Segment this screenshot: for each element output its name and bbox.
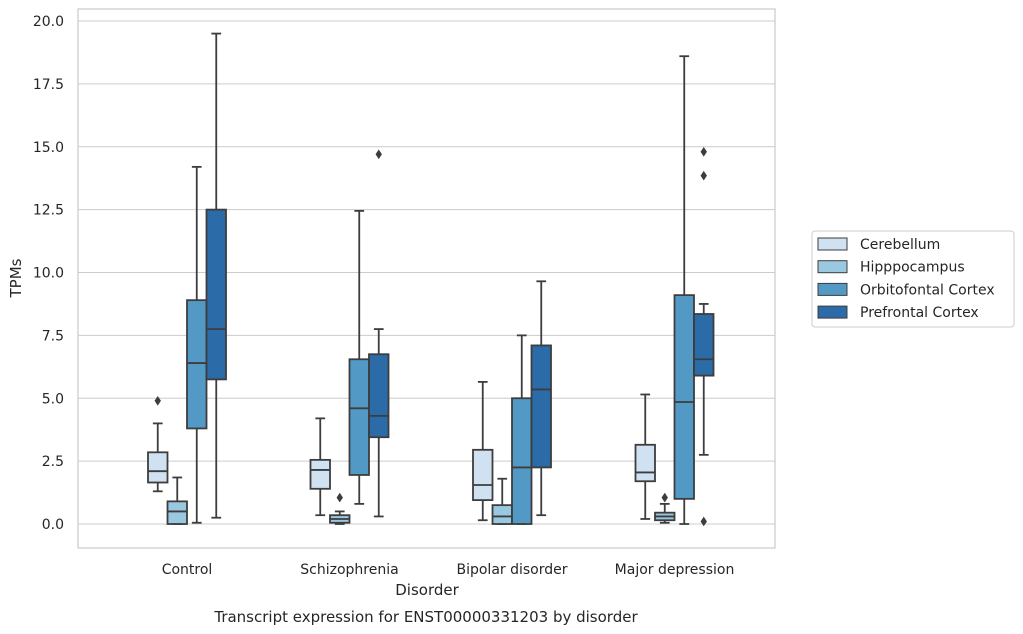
box-body xyxy=(673,294,695,500)
x-tick-label: Major depression xyxy=(615,562,735,578)
plot-marks xyxy=(147,32,715,527)
box-body xyxy=(186,299,208,430)
legend-swatch xyxy=(817,237,848,251)
x-tick-label: Schizophrenia xyxy=(300,562,398,578)
y-tick-label: 17.5 xyxy=(33,77,64,93)
outlier-point xyxy=(661,492,668,503)
box-body xyxy=(368,353,390,439)
box-body xyxy=(530,344,552,469)
box-orbitofontal-cortex xyxy=(673,55,695,525)
box-prefrontal-cortex xyxy=(530,280,552,517)
box-body xyxy=(472,448,494,502)
x-tick-label: Bipolar disorder xyxy=(456,562,567,578)
legend-label: Prefrontal Cortex xyxy=(860,305,979,321)
box-body xyxy=(309,458,331,490)
y-tick-label: 12.5 xyxy=(33,203,64,219)
box-body xyxy=(348,358,370,476)
y-tick-label: 10.0 xyxy=(33,266,64,282)
y-tick-label: 5.0 xyxy=(42,391,64,407)
box-cerebellum xyxy=(472,381,494,522)
outlier-point xyxy=(700,516,707,527)
legend-label: Orbitofontal Cortex xyxy=(860,282,995,298)
box-body xyxy=(147,451,169,484)
box-prefrontal-cortex xyxy=(205,32,227,519)
x-axis-title: Disorder xyxy=(395,581,459,599)
legend-label: Cerebellum xyxy=(860,237,940,253)
box-cerebellum xyxy=(634,393,656,520)
box-body xyxy=(693,313,715,377)
box-hipppocampus xyxy=(654,492,676,524)
y-axis-title: TPMs xyxy=(7,258,25,298)
box-body xyxy=(491,504,513,525)
outlier-point xyxy=(154,395,161,406)
box-prefrontal-cortex xyxy=(693,146,715,527)
x-axis-ticks: Control Schizophrenia Bipolar disorder Majo… xyxy=(162,562,735,578)
box-hipppocampus xyxy=(329,492,351,525)
outlier-point xyxy=(336,492,343,503)
legend-swatch xyxy=(817,305,848,319)
box-body xyxy=(634,443,656,483)
legend-frame xyxy=(811,230,1015,328)
legend-swatch xyxy=(817,260,848,274)
y-tick-label: 0.0 xyxy=(42,517,64,533)
outlier-point xyxy=(700,170,707,181)
y-tick-label: 20.0 xyxy=(33,14,64,30)
legend-label: Hipppocampus xyxy=(860,260,965,276)
box-orbitofontal-cortex xyxy=(348,209,370,505)
x-tick-label: Control xyxy=(162,562,213,578)
y-tick-label: 2.5 xyxy=(42,454,64,470)
legend: Cerebellum Hipppocampus Orbitofontal Corte… xyxy=(811,230,1015,328)
legend-swatch xyxy=(817,282,848,296)
chart-caption: Transcript expression for ENST0000033120… xyxy=(213,608,638,626)
outlier-point xyxy=(700,146,707,157)
box-prefrontal-cortex xyxy=(368,149,390,518)
y-axis-ticks: 0.0 2.5 5.0 7.5 10.0 12.5 15.0 17.5 20.0 xyxy=(33,14,64,533)
box-body xyxy=(511,397,533,525)
box-hipppocampus xyxy=(166,476,188,525)
y-tick-label: 7.5 xyxy=(42,328,64,344)
box-body xyxy=(205,208,227,381)
box-body xyxy=(166,500,188,525)
y-tick-label: 15.0 xyxy=(33,140,64,156)
outlier-point xyxy=(375,149,382,160)
plot-frame xyxy=(77,8,776,549)
box-cerebellum xyxy=(147,395,169,493)
box-cerebellum xyxy=(309,417,331,517)
